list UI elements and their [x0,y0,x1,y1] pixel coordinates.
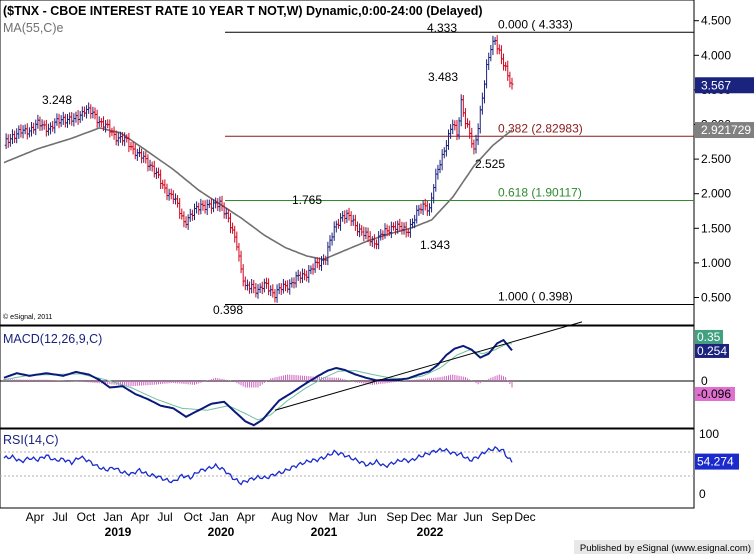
fib-level-label: 0.000 ( 4.333) [498,17,573,31]
price-point-label: 3.483 [428,70,458,84]
macd-y-tick-label: 0 [701,374,708,388]
x-month-label: Apr [237,510,256,524]
macd-hist-label: -0.096 [697,387,731,401]
x-month-label: Apr [131,510,150,524]
x-month-label: Aug [271,510,292,524]
rsi-line [3,445,513,486]
rsi-y-tick-label: 0 [699,487,706,501]
x-year-label: 2019 [105,525,132,539]
rsi-panel-frame [0,428,695,509]
rsi-value-tag [695,453,739,470]
last-price-label: 3.567 [701,78,731,92]
x-month-label: Dec [410,510,431,524]
x-month-label: Sep [491,510,513,524]
price-point-label: 3.248 [42,93,72,107]
macd-panel-frame [0,325,695,429]
macd-signal-label: 0.35 [697,330,721,344]
fib-level-label: 1.000 ( 0.398) [498,290,573,304]
macd-layer [0,321,694,427]
price-y-tick-label: 0.500 [701,291,731,305]
macd-value-tag [695,343,729,358]
last-price-tag [695,77,754,94]
price-point-label: 2.525 [475,157,505,171]
price-y-tick-label: 2.000 [701,187,731,201]
macd-signal-line [3,342,513,421]
price-layer: 0.000 ( 4.333) 0.382 (2.82983) 0.618 (1.90… [3,17,694,317]
x-year-label: 2021 [311,525,338,539]
x-month-label: Jul [52,510,67,524]
x-month-label: Mar [437,510,458,524]
x-month-label: Oct [184,510,203,524]
macd-line [3,338,513,427]
chart-title: ($TNX - CBOE INTEREST RATE 10 YEAR T NOT… [3,4,483,18]
macd-value-label: 0.254 [697,344,727,358]
x-year-label: 2022 [417,525,444,539]
x-month-label: Dec [514,510,535,524]
price-y-tick-label: 1.500 [701,221,731,235]
axis-layer: 0.5001.0001.5002.0002.5003.0003.5004.000… [26,14,754,539]
copyright-text: © eSignal, 2011 [3,313,53,321]
rsi-value-label: 54.274 [697,455,734,469]
macd-trendline [274,321,583,411]
rsi-title: RSI(14,C) [3,433,59,447]
x-month-label: Jan [209,510,228,524]
price-point-label: 1.765 [292,193,322,207]
x-month-label: Apr [26,510,45,524]
price-y-tick-label: 1.000 [701,256,731,270]
ma-legend: MA(55,C)e [3,21,63,35]
fib-level-label: 0.382 (2.82983) [498,121,583,135]
rsi-y-tick-label: 100 [699,427,719,441]
x-month-label: Jun [357,510,376,524]
x-month-label: Mar [329,510,350,524]
x-month-label: Oct [77,510,96,524]
x-month-label: Jul [157,510,172,524]
macd-title: MACD(12,26,9,C) [3,332,102,346]
price-y-tick-label: 4.500 [701,14,731,28]
price-panel-frame [0,0,695,326]
price-point-label: 0.398 [213,303,243,317]
publisher-bar [574,540,754,554]
ma-line [3,127,513,261]
x-month-label: Jun [463,510,482,524]
ma-value-tag [695,122,754,139]
x-month-label: Sep [386,510,408,524]
price-y-tick-label: 2.500 [701,152,731,166]
rsi-layer [0,445,694,486]
macd-hist-tag [695,387,735,401]
macd-signal-tag [695,329,723,344]
publisher-text: Published by eSignal (www.esignal.com) [580,543,751,554]
ma-value-label: 2.921729 [701,123,751,137]
fib-level-label: 0.618 (1.90117) [498,186,582,200]
price-point-label: 4.333 [427,21,457,35]
x-month-label: Jan [103,510,122,524]
price-y-tick-label: 4.000 [701,48,731,62]
x-year-label: 2020 [208,525,235,539]
x-month-label: Nov [296,510,317,524]
price-point-label: 1.343 [420,238,450,252]
